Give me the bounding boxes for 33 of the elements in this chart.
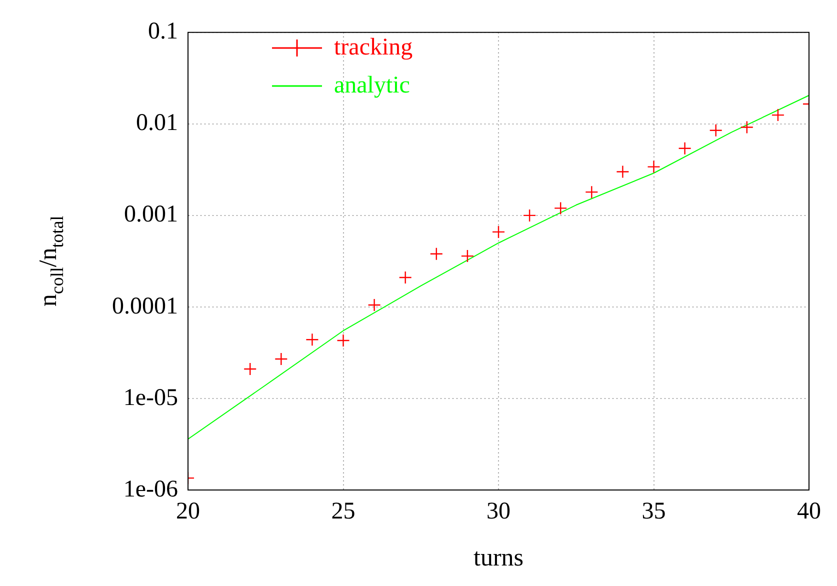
point (678, 142, 692, 156)
y-tick-label: 0.001 (124, 202, 178, 228)
point (771, 108, 785, 122)
legend-label: tracking (334, 34, 413, 60)
point (430, 247, 443, 260)
x-tick-label: 20 (176, 498, 200, 525)
y-tick-label: 0.1 (148, 18, 178, 45)
point (554, 202, 568, 215)
point (740, 120, 754, 134)
point (244, 362, 257, 376)
x-axis-title: turns (474, 544, 524, 572)
y-axis-title: ncoll/ntotal (35, 216, 67, 307)
y-tick-label: 0.01 (136, 110, 178, 136)
point (522, 208, 536, 222)
x-tick-label: 35 (642, 498, 666, 525)
point (336, 334, 350, 348)
point (616, 165, 630, 178)
point (274, 352, 288, 366)
y-tick-label: 1e-05 (123, 384, 178, 411)
point (492, 225, 506, 239)
y-tick-label: 1e-06 (123, 476, 178, 502)
x-tick-label: 40 (797, 498, 821, 525)
point (398, 270, 412, 284)
point (460, 249, 474, 263)
x-tick-label: 25 (331, 498, 356, 525)
point (368, 298, 381, 312)
point (647, 160, 660, 174)
point (585, 185, 598, 199)
x-tick-label: 30 (486, 498, 510, 525)
y-tick-label: 0.0001 (112, 293, 178, 320)
legend-label: analytic (334, 72, 410, 98)
point (306, 332, 319, 346)
point (709, 124, 722, 137)
